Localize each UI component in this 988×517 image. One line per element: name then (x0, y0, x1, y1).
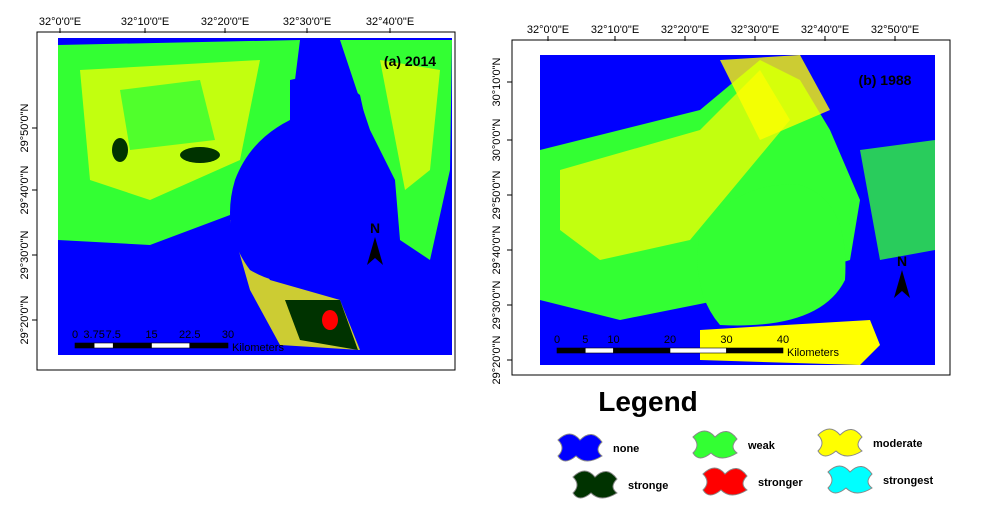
lon-tick-label: 32°0'0"E (39, 16, 81, 28)
legend-title: Legend (598, 386, 698, 417)
legend-swatch (702, 467, 748, 496)
lon-tick-label: 32°10'0"E (121, 16, 169, 28)
scale-label: 15 (145, 329, 157, 341)
scale-segment (726, 347, 784, 354)
frame-b (511, 39, 951, 376)
lon-tick-label: 32°40'0"E (801, 24, 849, 36)
north-arrow (894, 270, 910, 298)
legend-swatch (817, 428, 863, 457)
panel-label: (a) 2014 (384, 53, 436, 69)
lat-tick-label: 29°30'0"N (19, 230, 31, 279)
legend-swatch (557, 433, 603, 462)
lat-tick-label: 29°40'0"N (19, 165, 31, 214)
lon-tick-label: 32°20'0"E (201, 16, 249, 28)
lat-tick-label: 30°0'0"N (491, 119, 503, 162)
scale-label: 10 (607, 334, 619, 346)
lat-tick-label: 30°10'0"N (491, 57, 503, 106)
map-b (540, 55, 935, 365)
lon-tick-label: 32°30'0"E (731, 24, 779, 36)
scale-label: 5 (582, 334, 588, 346)
scale-segment (93, 342, 114, 349)
lat-tick-label: 29°20'0"N (19, 295, 31, 344)
scale-label: 30 (222, 329, 234, 341)
scale-label: 7.5 (106, 329, 121, 341)
scale-segment (74, 342, 95, 349)
scale-segment (584, 347, 614, 354)
north-label: N (897, 253, 907, 269)
north-arrow (367, 237, 383, 265)
scale-segment (151, 342, 191, 349)
scale-segment (112, 342, 152, 349)
lon-tick-label: 32°40'0"E (366, 16, 414, 28)
scale-label: 0 (554, 334, 560, 346)
scale-segment (556, 347, 586, 354)
lat-tick-label: 29°50'0"N (491, 170, 503, 219)
lon-tick-label: 32°20'0"E (661, 24, 709, 36)
frame-a (36, 31, 456, 371)
legend-swatch (692, 430, 738, 459)
scale-label: 0 (72, 329, 78, 341)
lon-tick-label: 32°50'0"E (871, 24, 919, 36)
scale-unit: Kilometers (232, 342, 284, 354)
lat-tick-label: 29°20'0"N (491, 335, 503, 384)
scale-label: 22.5 (179, 329, 200, 341)
legend-swatch (572, 470, 618, 499)
lon-tick-label: 32°0'0"E (527, 24, 569, 36)
legend-label: weak (747, 440, 776, 452)
lat-tick-label: 29°40'0"N (491, 225, 503, 274)
lon-tick-label: 32°10'0"E (591, 24, 639, 36)
north-label: N (370, 220, 380, 236)
legend-label: moderate (873, 438, 923, 450)
scale-label: 40 (777, 334, 789, 346)
scale-label: 3.75 (83, 329, 104, 341)
scale-segment (189, 342, 229, 349)
lon-tick-label: 32°30'0"E (283, 16, 331, 28)
scale-segment (613, 347, 671, 354)
scale-label: 20 (664, 334, 676, 346)
legend-label: stronge (628, 480, 668, 492)
legend-swatch (827, 465, 873, 494)
scale-segment (669, 347, 727, 354)
map-a (58, 38, 452, 355)
scale-label: 30 (720, 334, 732, 346)
lat-tick-label: 29°30'0"N (491, 280, 503, 329)
legend-label: stronger (758, 477, 803, 489)
panel-label: (b) 1988 (859, 72, 912, 88)
legend-label: strongest (883, 475, 933, 487)
lat-tick-label: 29°50'0"N (19, 103, 31, 152)
scale-unit: Kilometers (787, 347, 839, 359)
legend-label: none (613, 443, 639, 455)
